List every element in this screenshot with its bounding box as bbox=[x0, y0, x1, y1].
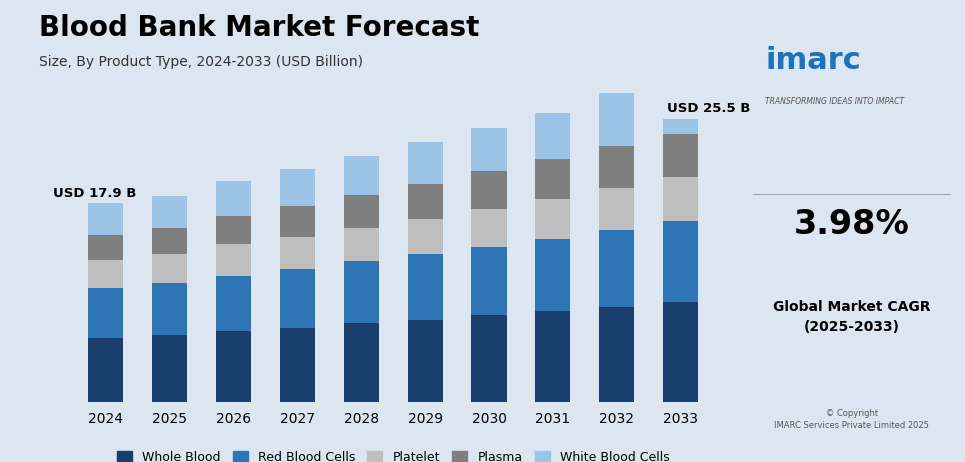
Bar bbox=[216, 181, 251, 216]
Bar bbox=[89, 203, 124, 235]
Bar bbox=[407, 219, 443, 255]
Bar bbox=[89, 338, 124, 402]
Bar bbox=[152, 335, 187, 402]
Bar bbox=[89, 288, 124, 338]
Bar bbox=[407, 183, 443, 219]
Bar bbox=[472, 171, 507, 209]
Bar bbox=[407, 255, 443, 320]
Text: USD 25.5 B: USD 25.5 B bbox=[667, 102, 750, 115]
Text: TRANSFORMING IDEAS INTO IMPACT: TRANSFORMING IDEAS INTO IMPACT bbox=[765, 97, 904, 106]
Bar bbox=[536, 199, 570, 239]
Text: Blood Bank Market Forecast: Blood Bank Market Forecast bbox=[39, 14, 479, 42]
Text: imarc: imarc bbox=[765, 46, 861, 75]
Text: Global Market CAGR
(2025-2033): Global Market CAGR (2025-2033) bbox=[773, 300, 930, 334]
Bar bbox=[344, 156, 379, 195]
Bar bbox=[216, 275, 251, 331]
Bar bbox=[152, 255, 187, 283]
Bar bbox=[344, 261, 379, 323]
Bar bbox=[599, 307, 634, 402]
Bar bbox=[152, 283, 187, 335]
Bar bbox=[599, 92, 634, 146]
Bar bbox=[663, 302, 698, 402]
Bar bbox=[216, 216, 251, 244]
Bar bbox=[407, 320, 443, 402]
Text: Size, By Product Type, 2024-2033 (USD Billion): Size, By Product Type, 2024-2033 (USD Bi… bbox=[39, 55, 363, 69]
Bar bbox=[472, 316, 507, 402]
Bar bbox=[536, 239, 570, 311]
Legend: Whole Blood, Red Blood Cells, Platelet, Plasma, White Blood Cells: Whole Blood, Red Blood Cells, Platelet, … bbox=[112, 446, 675, 462]
Text: 3.98%: 3.98% bbox=[794, 208, 909, 241]
Text: USD 17.9 B: USD 17.9 B bbox=[53, 187, 136, 200]
Bar bbox=[472, 209, 507, 247]
Bar bbox=[280, 237, 315, 269]
Bar bbox=[89, 260, 124, 288]
Bar bbox=[216, 331, 251, 402]
Bar bbox=[472, 128, 507, 171]
Bar bbox=[152, 196, 187, 228]
Bar bbox=[663, 119, 698, 134]
Text: © Copyright
IMARC Services Private Limited 2025: © Copyright IMARC Services Private Limit… bbox=[774, 409, 929, 430]
Bar bbox=[599, 230, 634, 307]
Bar bbox=[280, 269, 315, 328]
Bar bbox=[344, 323, 379, 402]
Bar bbox=[152, 228, 187, 255]
Bar bbox=[472, 247, 507, 316]
Bar bbox=[536, 311, 570, 402]
Bar bbox=[89, 235, 124, 260]
Bar bbox=[663, 221, 698, 302]
Bar bbox=[280, 328, 315, 402]
Bar bbox=[280, 169, 315, 206]
Bar bbox=[216, 244, 251, 275]
Bar bbox=[663, 134, 698, 177]
Bar bbox=[599, 146, 634, 188]
Bar bbox=[344, 195, 379, 228]
Bar bbox=[663, 177, 698, 221]
Bar bbox=[536, 159, 570, 199]
Bar bbox=[407, 142, 443, 183]
Bar bbox=[536, 113, 570, 159]
Bar bbox=[344, 228, 379, 261]
Bar bbox=[280, 206, 315, 237]
Bar bbox=[599, 188, 634, 230]
